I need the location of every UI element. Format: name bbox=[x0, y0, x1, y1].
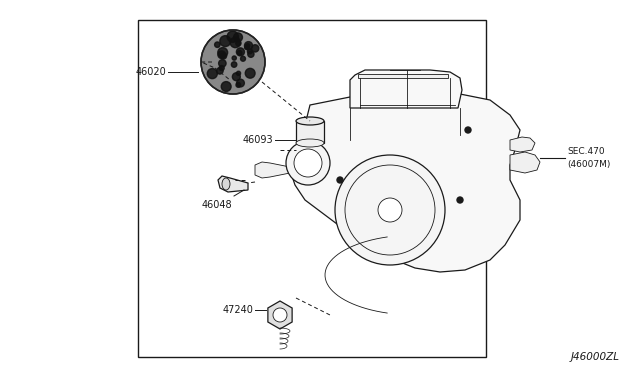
Circle shape bbox=[220, 53, 227, 59]
Ellipse shape bbox=[222, 178, 230, 190]
Circle shape bbox=[465, 127, 471, 133]
Polygon shape bbox=[510, 137, 535, 152]
Circle shape bbox=[232, 56, 236, 60]
Circle shape bbox=[216, 68, 223, 74]
Circle shape bbox=[241, 56, 246, 61]
Circle shape bbox=[245, 68, 255, 78]
Circle shape bbox=[252, 45, 259, 52]
Circle shape bbox=[248, 49, 252, 54]
Circle shape bbox=[230, 37, 241, 48]
Polygon shape bbox=[358, 74, 448, 78]
Circle shape bbox=[345, 165, 435, 255]
Circle shape bbox=[337, 177, 343, 183]
Text: 46093: 46093 bbox=[243, 135, 273, 145]
Circle shape bbox=[244, 45, 249, 49]
Circle shape bbox=[378, 198, 402, 222]
Circle shape bbox=[220, 36, 231, 46]
Circle shape bbox=[218, 48, 228, 57]
Circle shape bbox=[286, 141, 330, 185]
Circle shape bbox=[236, 41, 241, 46]
Ellipse shape bbox=[296, 117, 324, 125]
Polygon shape bbox=[510, 152, 540, 173]
Polygon shape bbox=[255, 162, 295, 178]
Text: J46000ZL: J46000ZL bbox=[571, 352, 620, 362]
Circle shape bbox=[207, 68, 218, 78]
Circle shape bbox=[246, 44, 250, 48]
Circle shape bbox=[201, 30, 265, 94]
Circle shape bbox=[236, 71, 241, 76]
Circle shape bbox=[273, 308, 287, 322]
Circle shape bbox=[221, 81, 231, 92]
Circle shape bbox=[231, 62, 237, 67]
Circle shape bbox=[219, 65, 224, 71]
Circle shape bbox=[227, 31, 238, 42]
Circle shape bbox=[294, 149, 322, 177]
Circle shape bbox=[218, 51, 225, 58]
Bar bbox=[138, 20, 486, 357]
Text: SEC.470
(46007M): SEC.470 (46007M) bbox=[567, 147, 611, 169]
Circle shape bbox=[335, 155, 445, 265]
Circle shape bbox=[232, 73, 240, 81]
Circle shape bbox=[237, 79, 244, 87]
Circle shape bbox=[236, 48, 244, 56]
Circle shape bbox=[234, 33, 243, 42]
Polygon shape bbox=[350, 70, 462, 108]
Polygon shape bbox=[218, 176, 248, 192]
Circle shape bbox=[236, 83, 241, 87]
Circle shape bbox=[457, 197, 463, 203]
Text: 46048: 46048 bbox=[202, 200, 232, 210]
Text: 46020: 46020 bbox=[135, 67, 166, 77]
Polygon shape bbox=[268, 301, 292, 329]
Circle shape bbox=[214, 42, 220, 47]
Ellipse shape bbox=[296, 139, 324, 147]
Circle shape bbox=[248, 51, 254, 57]
Bar bbox=[296, 121, 324, 143]
Text: 47240: 47240 bbox=[222, 305, 253, 315]
Circle shape bbox=[219, 60, 226, 67]
Circle shape bbox=[244, 42, 253, 50]
Polygon shape bbox=[290, 90, 520, 272]
Circle shape bbox=[237, 51, 242, 55]
